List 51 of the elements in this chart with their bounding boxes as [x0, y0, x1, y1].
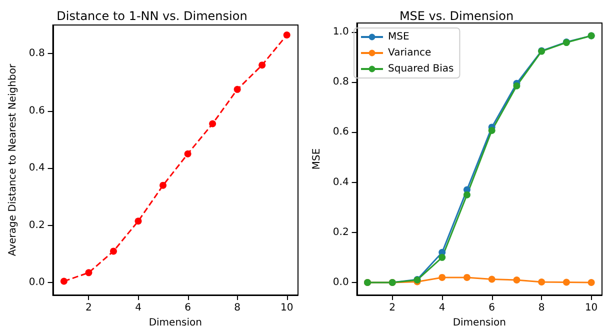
point [488, 276, 496, 283]
x-tick-label: 10 [584, 302, 598, 314]
y-tick-label: 0.0 [332, 276, 349, 288]
point [283, 32, 290, 39]
x-tick-label: 6 [184, 302, 191, 314]
point [488, 126, 496, 134]
point [209, 120, 216, 128]
point [234, 86, 241, 93]
point [184, 150, 192, 158]
x-tick-label: 8 [234, 302, 241, 314]
point [110, 248, 117, 255]
y-axis-title: Average Distance to Nearest Neighbor [8, 63, 18, 256]
point [438, 274, 446, 281]
y-axis-title: MSE [312, 148, 322, 170]
y-tick-label: 0.4 [332, 176, 349, 188]
y-tick-label: 1.0 [332, 26, 349, 38]
point [85, 269, 92, 276]
point [513, 276, 520, 284]
legend-label: Variance [388, 48, 432, 58]
x-tick-label: 4 [135, 302, 142, 314]
point [258, 62, 266, 69]
x-axis-title: Dimension [452, 317, 506, 328]
point [562, 278, 570, 286]
y-tick-label: 0.6 [28, 105, 45, 116]
y-tick-label: 0.2 [28, 220, 45, 231]
point [463, 191, 470, 198]
chart-title: Distance to 1-NN vs. Dimension [56, 9, 248, 23]
legend-label: Squared Bias [388, 64, 454, 74]
point [538, 278, 546, 286]
y-tick-label: 0.2 [332, 226, 349, 238]
x-tick-label: 10 [280, 302, 294, 314]
point [160, 182, 167, 189]
x-tick-label: 2 [86, 302, 92, 314]
point [60, 278, 68, 285]
point [588, 278, 595, 286]
point [134, 218, 142, 225]
y-tick-label: 0.0 [28, 277, 45, 288]
y-tick-label: 0.4 [28, 162, 45, 174]
x-tick-label: 2 [389, 302, 396, 314]
x-tick-label: 8 [538, 302, 545, 314]
point [438, 254, 446, 261]
y-tick-label: 0.6 [332, 126, 349, 138]
point [463, 274, 470, 281]
x-tick-label: 6 [488, 302, 496, 314]
y-tick-label: 0.8 [332, 76, 349, 88]
chart-title: MSE vs. Dimension [399, 9, 514, 23]
point [513, 82, 520, 90]
y-tick-label: 0.8 [28, 48, 45, 60]
legend-label: MSE [388, 32, 410, 42]
x-axis-title: Dimension [148, 317, 202, 328]
x-tick-label: 4 [438, 302, 446, 314]
